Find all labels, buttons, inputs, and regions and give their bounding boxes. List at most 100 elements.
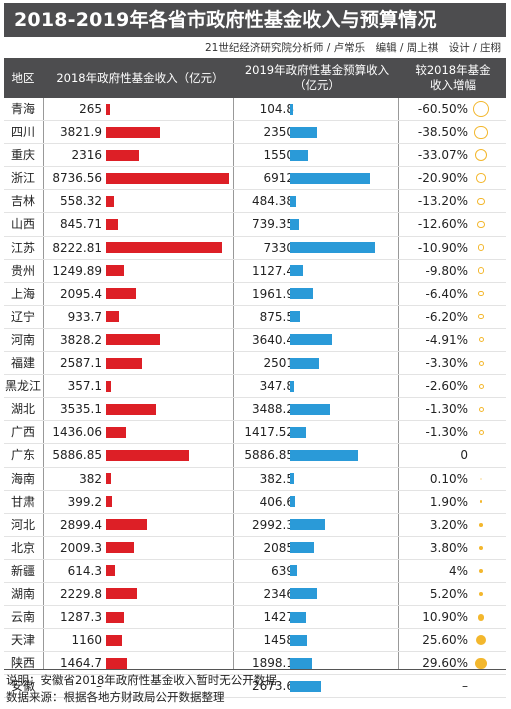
region-label: 辽宁 [10,309,35,324]
bar-2018 [106,403,156,415]
growth-circle [475,634,487,646]
value-2019-label: 382.5 [259,471,294,486]
bar-2019 [290,380,295,392]
bar-2019 [290,242,375,254]
bar-2019 [290,542,315,554]
growth-label: -10.90% [417,240,468,255]
credits: 21世纪经济研究院分析师 / 卢常乐 编辑 / 周上祺 设计 / 庄栩 [205,42,501,54]
region-label: 甘肃 [10,494,35,509]
value-2018-label: – [96,679,102,694]
value-2018-label: 845.71 [60,217,102,232]
bar-2018 [106,473,112,484]
note-line: 说明：安徽省2018年政府性基金收入暂时无公开数据 [6,673,277,687]
column-divider [398,98,399,669]
bar-2018 [106,634,123,646]
table-row: 浙江 8736.56 6912 -20.90% [4,167,506,191]
region-label: 福建 [10,356,35,371]
region-label: 湖南 [10,586,35,601]
growth-circle [478,568,484,573]
value-2019-label: 739.35 [252,217,294,232]
column-divider [43,98,44,669]
table-row: 云南 1287.3 1427 10.90% [4,606,506,630]
source-line: 数据来源：根据各地方财政局公开数据整理 [6,690,225,704]
bar-2019 [290,657,312,669]
growth-label: 3.80% [429,540,468,555]
bar-2018 [106,288,136,300]
bar-2019 [290,357,319,369]
bar-2018 [106,126,160,138]
value-2018-label: 933.7 [67,309,102,324]
growth-label: -13.20% [417,194,468,209]
value-2018-label: 2009.3 [60,540,102,555]
growth-label: 0 [460,448,468,463]
growth-label: 0.10% [429,471,468,486]
growth-label: -38.50% [417,125,468,140]
growth-circle [477,220,485,229]
value-2019-label: 1127.4 [252,263,294,278]
value-2018-label: 2899.4 [60,517,102,532]
bar-2018 [106,542,135,554]
value-2018-label: 399.2 [67,494,102,509]
bar-2019 [290,565,298,577]
bar-2019 [290,426,307,438]
bar-2019 [290,195,296,207]
value-2019-label: 1550 [263,148,294,163]
notes: 说明：安徽省2018年政府性基金收入暂时无公开数据 数据来源：根据各地方财政局公… [6,672,277,706]
table-row: 江苏 8222.81 7330 -10.90% [4,237,506,260]
table-row: 湖南 2229.8 2346 5.20% [4,583,506,607]
bar-2018 [106,380,112,392]
region-label: 重庆 [10,148,35,163]
growth-circle [478,545,484,550]
growth-label: 1.90% [429,494,468,509]
bar-2018 [106,611,125,623]
growth-circle [478,314,484,320]
table-row: 吉林 558.32 484.38 -13.20% [4,190,506,214]
value-2018-label: 1160 [71,633,102,648]
growth-label: -6.20% [425,309,468,324]
table-row: 山西 845.71 739.35 -12.60% [4,213,506,237]
table-row: 安徽 – 2673.6 – [4,675,506,699]
bar-2018 [106,265,124,277]
bar-2019 [290,126,318,138]
region-label: 天津 [10,633,35,648]
bar-2019 [290,634,307,646]
value-2018-label: 5886.85 [52,448,102,463]
region-label: 江苏 [10,240,35,255]
value-2019-label: 2501 [263,356,294,371]
growth-label: -1.30% [425,425,468,440]
bar-2018 [106,103,110,115]
growth-circle [479,500,483,504]
region-label: 吉林 [10,194,35,209]
growth-circle [477,267,485,274]
value-2018-label: 614.3 [67,563,102,578]
bar-2019 [290,611,307,623]
growth-circle [476,173,486,184]
header-budget-2019-line2: （亿元） [294,78,340,92]
region-label: 山西 [10,217,35,232]
table-row: 福建 2587.1 2501 -3.30% [4,352,506,376]
growth-circle [477,197,485,206]
region-label: 广西 [10,425,35,440]
growth-label: -12.60% [417,217,468,232]
value-2019-label: 2085 [263,540,294,555]
value-2018-label: 2229.8 [60,586,102,601]
value-2018-label: 8222.81 [52,240,102,255]
value-2019-label: 7330 [263,240,294,255]
table-row: 上海 2095.4 1961.9 -6.40% [4,283,506,306]
bar-2018 [106,519,147,531]
value-2019-label: 5886.85 [244,448,294,463]
growth-circle [477,244,485,252]
bar-2018 [106,172,229,184]
region-label: 新疆 [10,563,35,578]
growth-circle [478,360,484,366]
table-row: 海南 382 382.5 0.10% [4,468,506,491]
bar-2018 [106,334,160,346]
table-row: 重庆 2316 1550 -33.07% [4,144,506,168]
header-region: 地区 [11,70,35,85]
bar-2018 [106,242,222,254]
region-label: 北京 [10,540,35,555]
region-label: 河北 [10,517,35,532]
value-2019-label: 1427 [263,610,294,625]
bar-2019 [290,496,295,508]
value-2018-label: 265 [79,102,102,116]
